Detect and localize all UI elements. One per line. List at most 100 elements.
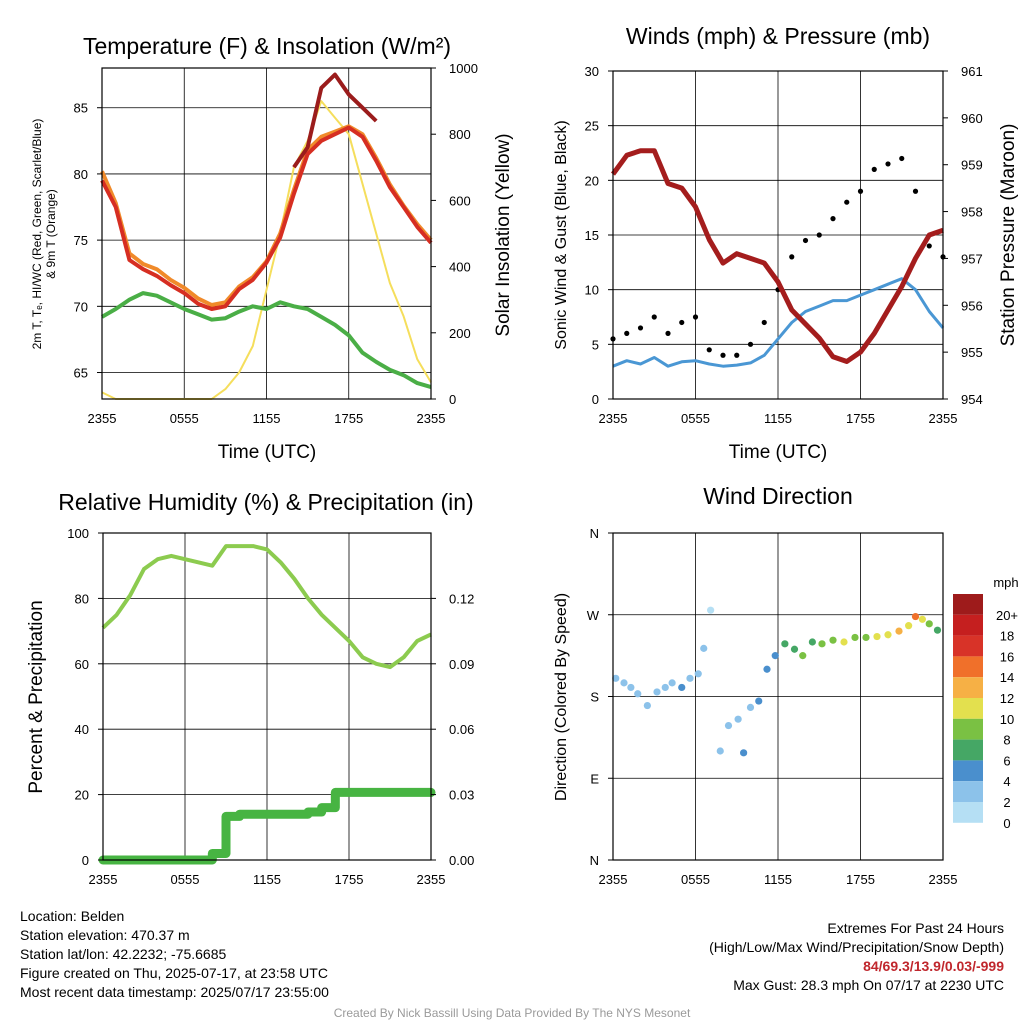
direction-point	[808, 638, 816, 646]
x-tick-label: 1155	[253, 411, 281, 426]
colorbar-swatch	[953, 594, 983, 615]
colorbar-label: 14	[1000, 670, 1014, 685]
extremes-title: Extremes For Past 24 Hours	[827, 920, 1004, 936]
humidity-panel-title: Relative Humidity (%) & Precipitation (i…	[58, 489, 473, 515]
direction-point	[612, 674, 620, 682]
y-tick-label: 80	[74, 167, 88, 182]
extremes-subtitle: (High/Low/Max Wind/Precipitation/Snow De…	[709, 939, 1004, 955]
temperature-ticks: 2355 0555 1155 1755 2355 65 70 75 80 85 0 200 400 600…	[74, 61, 478, 426]
y2-tick-label: 200	[449, 326, 471, 341]
temperature-series	[100, 72, 433, 400]
gust-point	[692, 314, 699, 320]
y2-tick-label: 0	[449, 392, 456, 407]
y-tick-label: 0	[82, 853, 89, 868]
direction-point	[911, 612, 920, 621]
colorbar-swatch	[953, 760, 983, 782]
colorbar-swatch	[953, 614, 983, 636]
dewpoint-line	[101, 291, 432, 390]
y2-tick-label: 955	[961, 345, 983, 360]
y-tick-label: 30	[585, 64, 599, 79]
gust-point	[871, 166, 877, 172]
colorbar-swatch	[953, 802, 983, 823]
direction-point	[724, 721, 733, 730]
x-tick-label: 1755	[335, 872, 364, 887]
temperature-grid	[102, 68, 431, 399]
y2-tick-label: 0.09	[449, 657, 474, 672]
credit-text: Created By Nick Bassill Using Data Provi…	[333, 1006, 691, 1020]
y2-tick-label: 956	[961, 298, 983, 313]
gust-point	[706, 347, 712, 353]
temperature-ylabel-left-2: & 9m T (Orange)	[44, 189, 58, 279]
x-tick-label: 2355	[599, 411, 628, 426]
y-tick-label: 70	[74, 299, 88, 314]
y2-tick-label: 954	[961, 392, 983, 407]
x-tick-label: 0555	[170, 411, 199, 426]
direction-panel-title: Wind Direction	[703, 483, 853, 509]
y-tick-label: 60	[75, 657, 89, 672]
x-tick-label: 2355	[417, 872, 446, 887]
temperature-ylabel-right: Solar Insolation (Yellow)	[493, 133, 514, 336]
colorbar: 20+ 18 16 14 12 10 8 6 4 2 0	[953, 594, 1018, 831]
temperature-plot-frame	[101, 67, 432, 400]
wind-ticks: 2355 0555 1155 1755 235505101520253095495595…	[585, 64, 983, 426]
temperature-panel-title: Temperature (F) & Insolation (W/m²)	[83, 33, 451, 59]
colorbar-swatch	[953, 781, 983, 802]
wind-ylabel-right: Station Pressure (Maroon)	[998, 124, 1019, 347]
y-tick-label: 25	[585, 119, 599, 134]
y-tick-label: N	[590, 526, 599, 541]
created-text: Figure created on Thu, 2025-07-17, at 23…	[20, 965, 328, 981]
gust-point	[789, 254, 795, 260]
direction-point	[716, 747, 724, 755]
direction-point	[740, 749, 748, 757]
direction-point	[840, 638, 848, 646]
y-tick-label: 20	[75, 788, 89, 803]
y2-tick-label: 961	[961, 64, 983, 79]
latlon-text: Station lat/lon: 42.2232; -75.6685	[20, 946, 227, 962]
y-tick-label: S	[590, 690, 599, 705]
x-tick-label: 0555	[681, 872, 710, 887]
x-tick-label: 2355	[417, 411, 446, 426]
y2-tick-label: 958	[961, 205, 983, 220]
y-tick-label: 20	[585, 173, 599, 188]
colorbar-label: 10	[1000, 712, 1014, 727]
wind-panel: Winds (mph) & Pressure (mb) 2355 0555 1155…	[553, 23, 1019, 463]
extremes-info: Extremes For Past 24 Hours (High/Low/Max…	[709, 919, 1004, 995]
y2-tick-label: 960	[961, 111, 983, 126]
x-tick-label: 1755	[334, 411, 363, 426]
direction-point	[620, 679, 628, 687]
y-tick-label: W	[587, 608, 600, 623]
direction-point	[678, 683, 686, 692]
y-tick-label: 65	[74, 366, 88, 381]
colorbar-swatch	[953, 718, 983, 740]
temp-2m-line	[100, 125, 433, 311]
gust-point	[761, 319, 767, 326]
direction-panel: Wind Direction 2355 0555 1155 1755 2355NESWN…	[553, 483, 1019, 887]
y-tick-label: 40	[75, 722, 89, 737]
y-tick-label: 75	[74, 233, 88, 248]
gust-point	[844, 199, 850, 205]
colorbar-swatch	[953, 677, 983, 698]
gust-point	[830, 216, 836, 222]
direction-grid	[613, 532, 943, 861]
direction-point	[851, 633, 859, 642]
colorbar-label: 8	[1003, 733, 1010, 748]
pressure-line	[610, 148, 944, 364]
direction-point	[818, 640, 826, 648]
colorbar-label: 16	[1000, 649, 1014, 664]
x-tick-label: 2355	[599, 872, 628, 887]
direction-point	[634, 690, 642, 698]
gust-point	[637, 325, 644, 331]
x-tick-label: 2355	[88, 411, 117, 426]
elevation-text: Station elevation: 470.37 m	[20, 927, 190, 943]
direction-point	[700, 644, 708, 652]
colorbar-swatch	[953, 698, 983, 719]
direction-point	[653, 688, 661, 696]
direction-point	[895, 627, 903, 635]
gust-point	[912, 188, 919, 194]
x-tick-label: 1155	[253, 872, 281, 887]
y-tick-label: 80	[75, 591, 89, 606]
colorbar-label: 2	[1003, 795, 1010, 810]
direction-point	[668, 679, 676, 687]
